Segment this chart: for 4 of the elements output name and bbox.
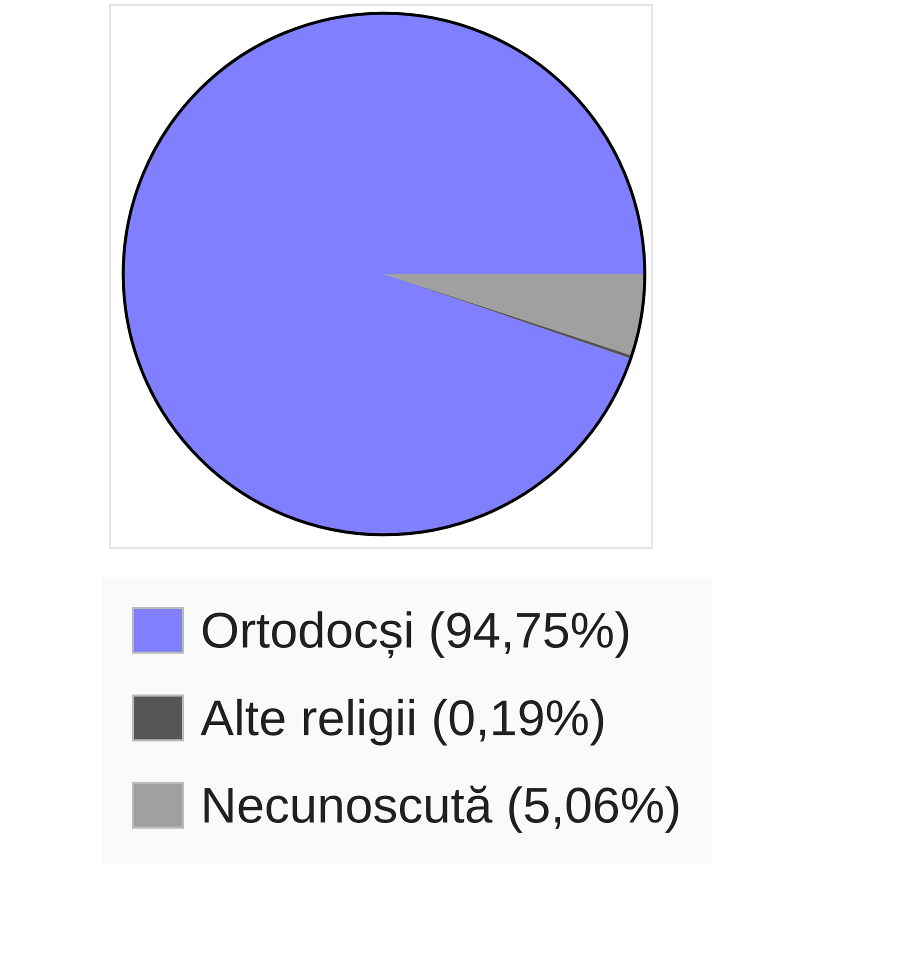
legend-label: Alte religii (0,19%) [200, 698, 604, 746]
pie-slice [122, 12, 646, 536]
legend-label: Ortodocși (94,75%) [202, 611, 628, 658]
legend-label: Necunoscută (5,06%) [204, 786, 678, 833]
